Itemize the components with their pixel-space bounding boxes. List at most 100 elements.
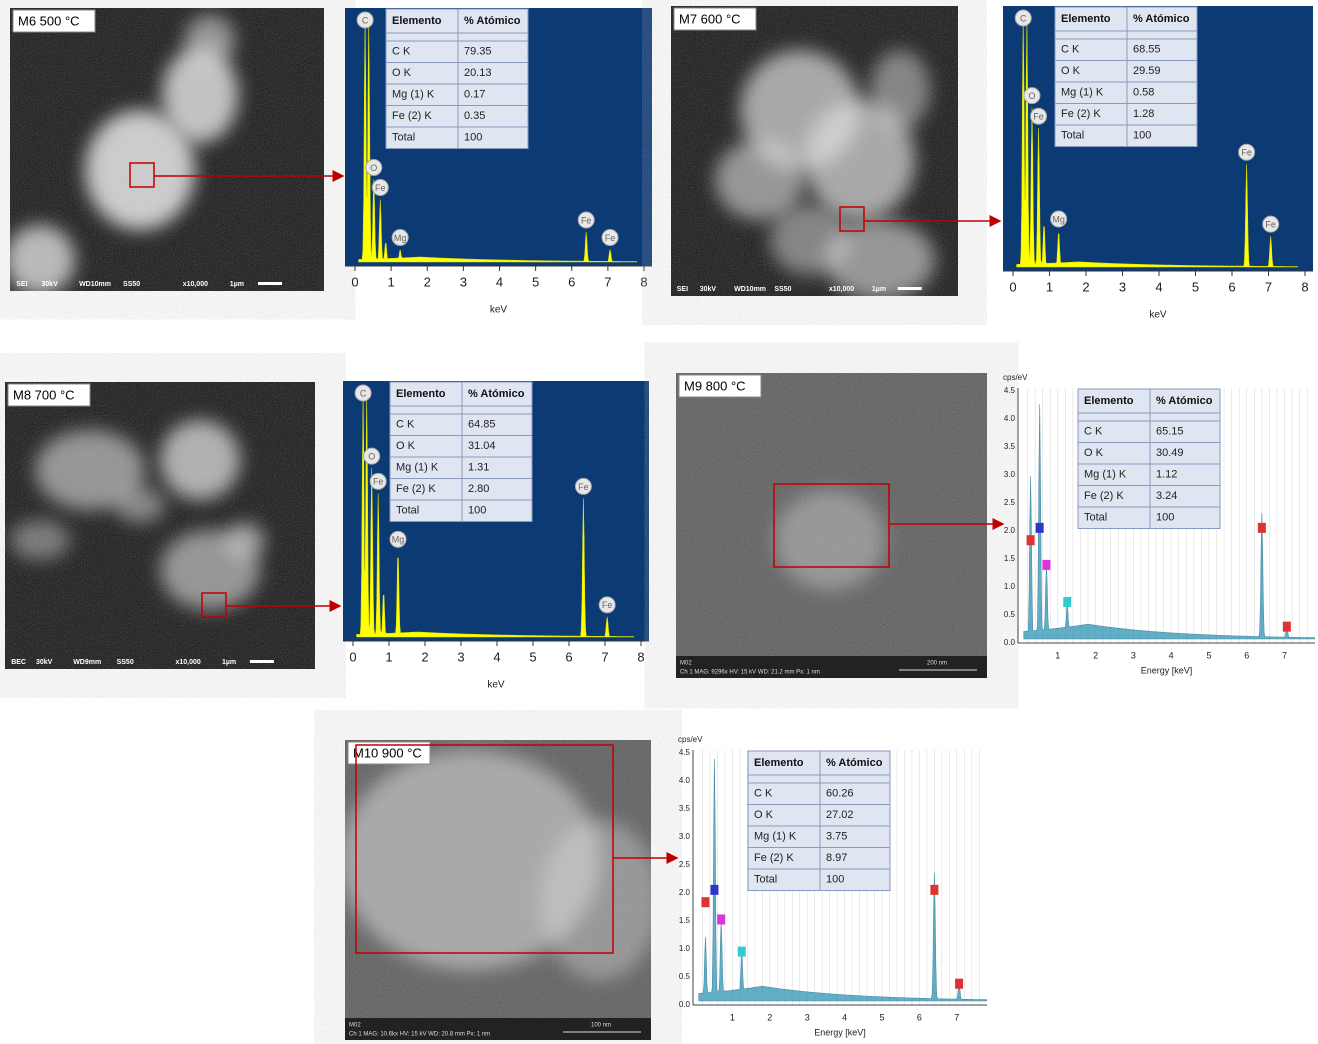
table-cell: O K xyxy=(754,809,774,821)
particle xyxy=(715,140,805,220)
panel: M10 900 °C M02 Ch 1 MAG: 10.6kx HV: 15 kV … xyxy=(340,735,987,1040)
peak-label: Fe xyxy=(581,215,592,225)
x-tick-label: 5 xyxy=(529,649,536,664)
panel-label: M9 800 °C xyxy=(684,378,746,393)
table-cell: 3.24 xyxy=(1156,490,1177,502)
x-tick-label: 3 xyxy=(457,649,464,664)
x-tick-label: 5 xyxy=(532,274,539,289)
y-tick-label: 0.5 xyxy=(1004,610,1016,619)
x-tick-label: 4 xyxy=(842,1012,847,1022)
table-cell: 1.12 xyxy=(1156,469,1177,481)
particle xyxy=(185,15,235,65)
y-tick-label: 3.0 xyxy=(679,832,691,841)
peak-label: Fe xyxy=(602,600,613,610)
peak-label: Fe xyxy=(375,183,386,193)
table-cell: 60.26 xyxy=(826,788,854,800)
y-tick-label: 1.5 xyxy=(679,916,691,925)
table-cell: 64.85 xyxy=(468,419,496,431)
table-header: Elemento xyxy=(396,388,446,400)
peak-label: Fe xyxy=(1241,148,1252,158)
peak-marker xyxy=(1027,535,1035,545)
sem-footer-text: SS50 xyxy=(774,286,791,293)
x-tick-label: 3 xyxy=(1119,279,1126,294)
sem-footer-text: M02 xyxy=(349,1023,361,1029)
peak-label: Mg xyxy=(392,535,405,545)
sem-footer-text: 30kV xyxy=(36,659,53,666)
x-tick-label: 1 xyxy=(730,1012,735,1022)
y-tick-label: 3.5 xyxy=(679,804,691,813)
table-cell: Total xyxy=(1084,512,1107,524)
scale-bar xyxy=(898,287,922,290)
x-tick-label: 2 xyxy=(421,649,428,664)
sem-footer-text: BEC xyxy=(11,659,26,666)
peak-marker xyxy=(1258,523,1266,533)
y-tick-label: 2.5 xyxy=(1004,498,1016,507)
x-tick-label: 2 xyxy=(767,1012,772,1022)
sem-blobs xyxy=(775,490,885,590)
table-cell: Mg (1) K xyxy=(1084,469,1127,481)
y-tick-label: 0.5 xyxy=(679,972,691,981)
table-cell: Fe (2) K xyxy=(396,483,436,495)
x-tick-label: 3 xyxy=(460,274,467,289)
sem-footer-text: Ch 1 MAG: 10.6kx HV: 15 kV WD: 20.8 mm P… xyxy=(349,1032,490,1038)
x-tick-label: 2 xyxy=(424,274,431,289)
table-cell: 0.58 xyxy=(1133,87,1154,99)
y-tick-label: 2.0 xyxy=(1004,526,1016,535)
table-cell: C K xyxy=(392,46,411,58)
peak-marker xyxy=(710,885,718,895)
panel: M8 700 °CBEC30kVWD9mmSS50x10,0001µm01234… xyxy=(5,381,649,691)
table-cell: Fe (2) K xyxy=(754,852,794,864)
x-tick-label: 1 xyxy=(1046,279,1053,294)
peak-label: C xyxy=(360,388,367,398)
sem-footer-text: 100 nm xyxy=(591,1023,611,1029)
table-cell: Fe (2) K xyxy=(1084,490,1124,502)
figure: M6 500 °CSEI30kVWD10mmSS50x10,0001µm0123… xyxy=(0,0,1318,1044)
sem-footer-text: x10,000 xyxy=(829,286,854,293)
peak-marker xyxy=(701,897,709,907)
x-axis-title: keV xyxy=(487,680,505,691)
sem-footer-text: WD10mm xyxy=(79,281,111,288)
peak-label: O xyxy=(1028,91,1035,101)
particle xyxy=(115,487,165,523)
sem-footer-text: Ch 1 MAG: 9296x HV: 15 kV WD: 21.2 mm Px… xyxy=(680,670,820,676)
sem-footer-text: SS50 xyxy=(123,281,140,288)
panel-label: M8 700 °C xyxy=(13,387,75,402)
table-header: Elemento xyxy=(392,15,442,27)
table-cell: O K xyxy=(1084,447,1104,459)
table-cell: 31.04 xyxy=(468,440,496,452)
y-tick-label: 4.0 xyxy=(679,776,691,785)
y-tick-label: 4.5 xyxy=(1004,386,1016,395)
table-cell: 8.97 xyxy=(826,852,847,864)
x-tick-label: 7 xyxy=(1265,279,1272,294)
sem-footer-text: SS50 xyxy=(117,659,134,666)
table-header: % Atómico xyxy=(464,15,521,27)
particle xyxy=(225,522,265,558)
table-header: % Atómico xyxy=(1156,395,1213,407)
y-tick-label: 1.5 xyxy=(1004,554,1016,563)
panel-label: M7 600 °C xyxy=(679,11,741,26)
peak-label: Mg xyxy=(394,233,407,243)
sem-footer-text: x10,000 xyxy=(183,281,208,288)
x-tick-label: 6 xyxy=(1228,279,1235,294)
table-cell: 2.80 xyxy=(468,483,489,495)
x-tick-label: 3 xyxy=(805,1012,810,1022)
table-cell: 27.02 xyxy=(826,809,854,821)
x-tick-label: 7 xyxy=(1282,650,1287,660)
x-axis-title: Energy [keV] xyxy=(814,1027,866,1037)
x-tick-label: 6 xyxy=(568,274,575,289)
table-cell: 100 xyxy=(826,874,844,886)
table-cell: 20.13 xyxy=(464,67,492,79)
sem-footer-text: 30kV xyxy=(41,281,58,288)
sem-footer-text: x10,000 xyxy=(176,659,201,666)
y-tick-label: 4.5 xyxy=(679,748,691,757)
x-axis-title: keV xyxy=(1149,310,1167,321)
peak-label: Fe xyxy=(605,233,616,243)
table-cell: Mg (1) K xyxy=(392,89,435,101)
x-tick-label: 5 xyxy=(1206,650,1211,660)
page: {"panels": [ {"label": "M6 500 °C", "sem… xyxy=(0,0,1318,1044)
x-axis-title: Energy [keV] xyxy=(1141,665,1193,675)
peak-marker xyxy=(1063,597,1071,607)
peak-marker xyxy=(738,947,746,957)
panel-label: M10 900 °C xyxy=(353,745,422,760)
table-cell: Total xyxy=(1061,130,1084,142)
